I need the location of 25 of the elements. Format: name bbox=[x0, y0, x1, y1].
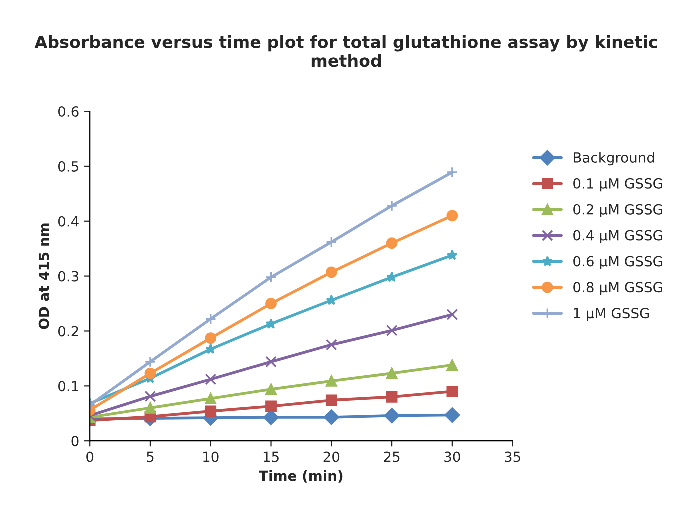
x-tick-label: 0 bbox=[86, 452, 94, 462]
x-tick-label: 20 bbox=[324, 452, 340, 462]
x-tick-label: 35 bbox=[505, 452, 520, 462]
x-tick-label: 15 bbox=[264, 452, 279, 462]
chart-title: Absorbance versus time plot for total glutathione assay by kinetic method bbox=[34, 35, 658, 68]
legend-label: 0.8 µM GSSG bbox=[574, 282, 662, 296]
y-tick-label: 0.4 bbox=[58, 216, 79, 227]
x-tick-label: 25 bbox=[384, 452, 400, 462]
x-tick-label: 5 bbox=[147, 452, 154, 462]
y-tick-label: 0 bbox=[72, 436, 79, 447]
legend-label: 0.6 µM GSSG bbox=[574, 256, 662, 270]
x-tick-label: 30 bbox=[444, 452, 460, 462]
y-tick-label: 0.5 bbox=[58, 161, 78, 172]
x-axis-title: Time (min) bbox=[259, 470, 343, 483]
y-tick-label: 0.2 bbox=[58, 326, 78, 337]
legend-label: Background bbox=[574, 152, 654, 166]
x-tick-label: 10 bbox=[204, 452, 219, 462]
y-tick-label: 0.1 bbox=[58, 381, 78, 392]
legend-label: 1 µM GSSG bbox=[574, 308, 650, 322]
legend-label: 0.4 µM GSSG bbox=[574, 230, 662, 244]
legend-label: 0.1 µM GSSG bbox=[574, 178, 662, 192]
y-tick-label: 0.3 bbox=[58, 271, 79, 282]
legend-label: 0.2 µM GSSG bbox=[574, 204, 662, 218]
y-axis-title: OD at 415 nm bbox=[38, 224, 50, 330]
y-tick-label: 0.6 bbox=[58, 106, 79, 118]
